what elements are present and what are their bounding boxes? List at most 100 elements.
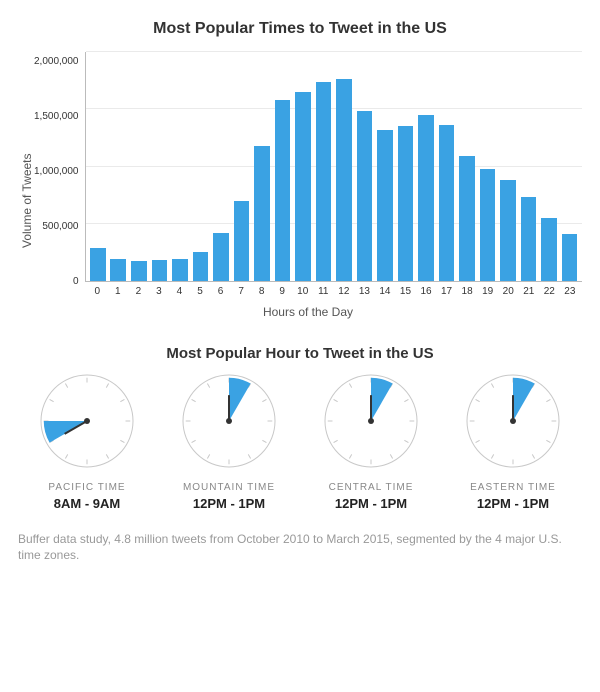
bar (254, 146, 270, 281)
x-tick-label: 15 (395, 286, 416, 297)
bar (234, 201, 250, 282)
bar-slot (498, 180, 519, 281)
x-tick-label: 10 (292, 286, 313, 297)
bar-slot (518, 197, 539, 281)
bar-slot (170, 259, 191, 281)
y-tick-label: 0 (34, 277, 79, 287)
bar (336, 79, 352, 281)
clock-icon (40, 374, 134, 468)
bar (193, 252, 209, 281)
bar (439, 125, 455, 281)
chart-title: Most Popular Times to Tweet in the US (18, 20, 582, 38)
x-tick-label: 23 (560, 286, 581, 297)
bar (562, 234, 578, 281)
clock-icon (324, 374, 418, 468)
bar (275, 100, 291, 281)
bar-slot (457, 156, 478, 281)
bar (418, 115, 434, 281)
y-tick-label: 1,000,000 (34, 167, 79, 177)
bar (90, 248, 106, 281)
clock-cell: PACIFIC TIME 8AM - 9AM (22, 374, 152, 511)
x-tick-label: 20 (498, 286, 519, 297)
x-tick-label: 3 (149, 286, 170, 297)
bar-slot (108, 259, 129, 281)
x-tick-label: 4 (169, 286, 190, 297)
clocks-row: PACIFIC TIME 8AM - 9AM MOUNTAIN TIME 12PM … (18, 374, 582, 511)
grid-line (86, 51, 583, 52)
clock-cell: CENTRAL TIME 12PM - 1PM (306, 374, 436, 511)
clock-icon (466, 374, 560, 468)
bar (131, 261, 147, 281)
bar (172, 259, 188, 281)
y-axis-ticks: 0500,0001,000,0001,500,0002,000,000 (34, 52, 85, 282)
x-tick-label: 7 (231, 286, 252, 297)
x-tick-label: 13 (354, 286, 375, 297)
bar (152, 260, 168, 281)
clock-cell: MOUNTAIN TIME 12PM - 1PM (164, 374, 294, 511)
timezone-range: 12PM - 1PM (306, 496, 436, 511)
x-tick-label: 6 (210, 286, 231, 297)
clock-cell: EASTERN TIME 12PM - 1PM (448, 374, 578, 511)
bar-slot (252, 146, 273, 281)
bar-slot (149, 260, 170, 281)
x-tick-label: 1 (108, 286, 129, 297)
bar-slot (416, 115, 437, 281)
y-tick-label: 500,000 (34, 222, 79, 232)
x-tick-label: 11 (313, 286, 334, 297)
bar-slot (477, 169, 498, 281)
timezone-label: MOUNTAIN TIME (164, 482, 294, 493)
bar (357, 111, 373, 281)
bar-slot (272, 100, 293, 281)
bar (398, 126, 414, 281)
bar (480, 169, 496, 281)
bar-slot (395, 126, 416, 281)
x-tick-label: 22 (539, 286, 560, 297)
bar-slot (313, 82, 334, 281)
bar-slot (231, 201, 252, 282)
bar-slot (375, 130, 396, 281)
bar-slot (354, 111, 375, 281)
bar (377, 130, 393, 281)
clocks-title: Most Popular Hour to Tweet in the US (18, 345, 582, 362)
footnote: Buffer data study, 4.8 million tweets fr… (18, 531, 582, 563)
y-axis-label: Volume of Tweets (18, 52, 34, 319)
bar-slot (88, 248, 109, 281)
bar (500, 180, 516, 281)
x-tick-label: 17 (436, 286, 457, 297)
bar-slot (436, 125, 457, 281)
bar-slot (211, 233, 232, 281)
timezone-label: EASTERN TIME (448, 482, 578, 493)
bar-slot (190, 252, 211, 281)
clock-icon (182, 374, 276, 468)
bar (541, 218, 557, 281)
x-tick-label: 2 (128, 286, 149, 297)
x-tick-label: 21 (518, 286, 539, 297)
x-tick-label: 5 (190, 286, 211, 297)
timezone-label: PACIFIC TIME (22, 482, 152, 493)
bar (110, 259, 126, 281)
bar-chart: Volume of Tweets 0 500,000 1,000,000 1,500,… (18, 52, 582, 319)
x-axis-ticks: 01234567891011121314151617181920212223 (85, 282, 582, 297)
bar (295, 92, 311, 281)
timezone-range: 8AM - 9AM (22, 496, 152, 511)
bar-slot (539, 218, 560, 281)
bar (521, 197, 537, 281)
x-tick-label: 16 (416, 286, 437, 297)
x-tick-label: 19 (477, 286, 498, 297)
bar-slot (129, 261, 150, 281)
x-tick-label: 12 (334, 286, 355, 297)
timezone-range: 12PM - 1PM (448, 496, 578, 511)
x-tick-label: 18 (457, 286, 478, 297)
bar (213, 233, 229, 281)
x-tick-label: 9 (272, 286, 293, 297)
timezone-label: CENTRAL TIME (306, 482, 436, 493)
x-tick-label: 8 (251, 286, 272, 297)
x-axis-label: Hours of the Day (34, 305, 582, 319)
bar (316, 82, 332, 281)
bar-slot (334, 79, 355, 281)
y-tick-label: 1,500,000 (34, 112, 79, 122)
y-tick-label: 2,000,000 (34, 57, 79, 67)
bar-slot (559, 234, 580, 281)
x-tick-label: 14 (375, 286, 396, 297)
timezone-range: 12PM - 1PM (164, 496, 294, 511)
